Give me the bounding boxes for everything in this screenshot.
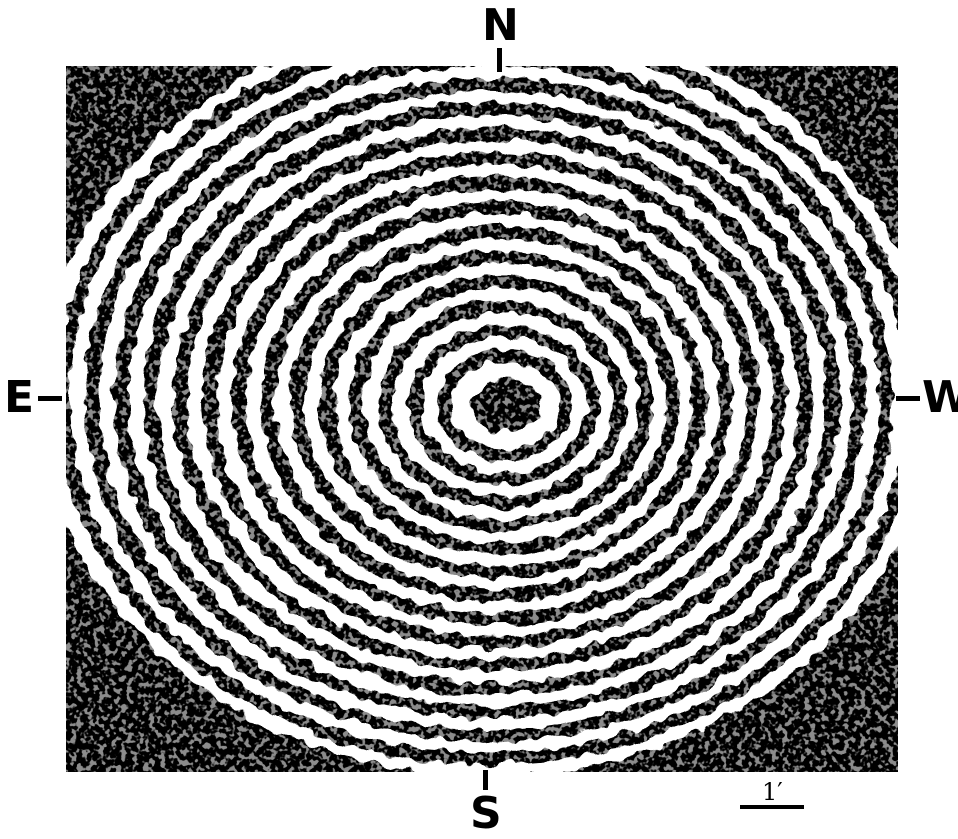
scale-label: 1′ (762, 778, 783, 806)
isophote-contour-image (66, 66, 898, 772)
south-label: S (470, 788, 502, 839)
west-tick (896, 396, 920, 401)
north-label: N (482, 0, 519, 51)
south-tick (483, 770, 488, 790)
north-tick (497, 48, 502, 72)
scale-bar (740, 805, 804, 809)
contour-rings (66, 66, 898, 772)
east-tick (38, 396, 62, 401)
east-label: E (4, 372, 35, 423)
west-label: W (922, 372, 958, 423)
